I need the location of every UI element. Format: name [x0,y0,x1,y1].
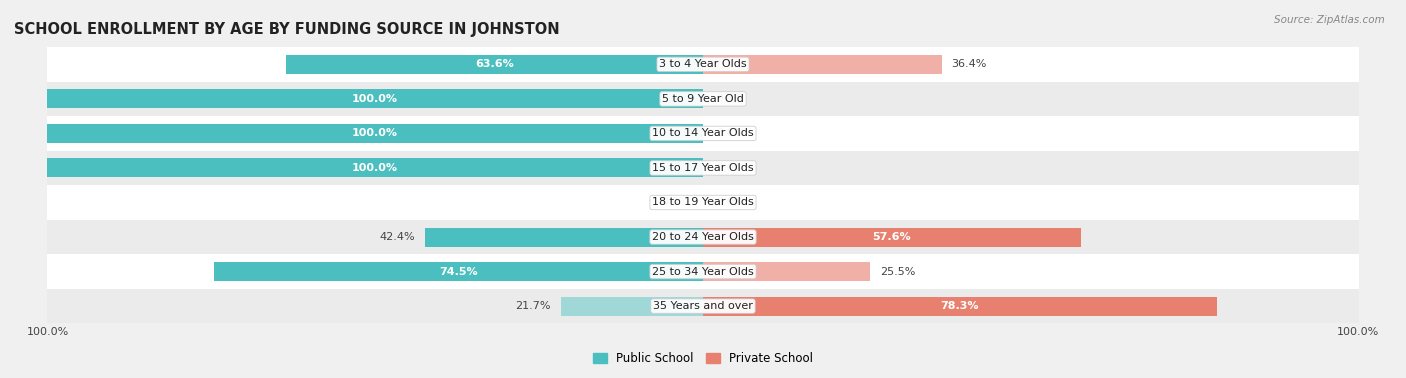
Text: 0.0%: 0.0% [716,163,744,173]
Bar [285,55,703,74]
Bar [425,228,703,246]
Bar [46,220,1360,254]
Text: 10 to 14 Year Olds: 10 to 14 Year Olds [652,129,754,138]
Bar [46,254,1360,289]
Text: 3 to 4 Year Olds: 3 to 4 Year Olds [659,59,747,69]
Text: 18 to 19 Year Olds: 18 to 19 Year Olds [652,197,754,208]
Text: 100.0%: 100.0% [1337,327,1379,337]
Text: Source: ZipAtlas.com: Source: ZipAtlas.com [1274,15,1385,25]
Bar [46,47,1360,82]
Text: 100.0%: 100.0% [352,94,398,104]
Text: 25 to 34 Year Olds: 25 to 34 Year Olds [652,266,754,277]
Text: 78.3%: 78.3% [941,301,979,311]
Text: 100.0%: 100.0% [352,163,398,173]
Bar [46,151,1360,185]
Bar [46,158,703,177]
Bar [46,185,1360,220]
Text: 20 to 24 Year Olds: 20 to 24 Year Olds [652,232,754,242]
Bar [46,89,703,108]
Text: 0.0%: 0.0% [716,129,744,138]
Text: 0.0%: 0.0% [662,197,690,208]
Bar [561,297,703,316]
Text: 35 Years and over: 35 Years and over [652,301,754,311]
Text: 100.0%: 100.0% [352,129,398,138]
Bar [46,82,1360,116]
Text: 21.7%: 21.7% [515,301,551,311]
Text: 0.0%: 0.0% [716,197,744,208]
Bar [703,262,870,281]
Bar [703,297,1216,316]
Bar [703,55,942,74]
Text: SCHOOL ENROLLMENT BY AGE BY FUNDING SOURCE IN JOHNSTON: SCHOOL ENROLLMENT BY AGE BY FUNDING SOUR… [14,22,560,37]
Bar [46,116,1360,151]
Text: 0.0%: 0.0% [716,94,744,104]
Text: 5 to 9 Year Old: 5 to 9 Year Old [662,94,744,104]
Bar [46,124,703,143]
Text: 15 to 17 Year Olds: 15 to 17 Year Olds [652,163,754,173]
Text: 36.4%: 36.4% [952,59,987,69]
Bar [214,262,703,281]
Bar [703,228,1081,246]
Bar [46,289,1360,323]
Text: 57.6%: 57.6% [873,232,911,242]
Text: 63.6%: 63.6% [475,59,513,69]
Text: 74.5%: 74.5% [439,266,478,277]
Text: 25.5%: 25.5% [880,266,915,277]
Text: 42.4%: 42.4% [380,232,415,242]
Legend: Public School, Private School: Public School, Private School [588,347,818,370]
Text: 100.0%: 100.0% [27,327,69,337]
